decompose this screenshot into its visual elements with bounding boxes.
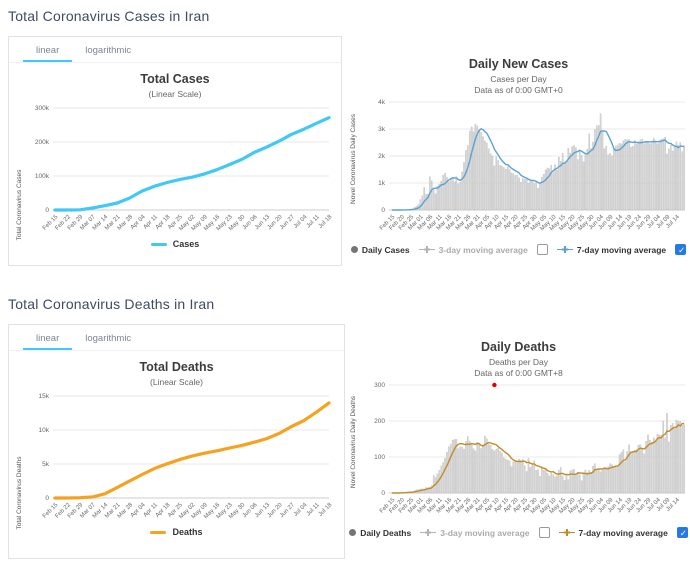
svg-text:300k: 300k xyxy=(35,105,50,112)
chart-title-total-deaths: Total Deaths xyxy=(139,360,214,374)
ma3-marker-icon xyxy=(420,529,437,537)
daily-cases-dot-icon xyxy=(350,246,358,254)
svg-text:0: 0 xyxy=(45,495,49,502)
legend-label-ma7-cases: 7-day moving average xyxy=(576,244,667,255)
svg-text:200k: 200k xyxy=(35,139,50,146)
chart-title-daily-deaths: Daily Deaths xyxy=(480,340,557,354)
ma7-checkbox-deaths[interactable] xyxy=(676,527,689,539)
cases-line-marker-icon xyxy=(150,242,167,246)
daily-deaths-chart: Daily Deaths Deaths per Day Data as of 0… xyxy=(347,340,690,539)
total-cases-panel: linear logarithmic Total Cases (Linear S… xyxy=(8,36,342,266)
daily-new-cases-chart: Daily New Cases Cases per Day Data as of… xyxy=(347,57,690,256)
tab-linear-cases[interactable]: linear xyxy=(23,41,73,62)
svg-text:15k: 15k xyxy=(39,393,50,400)
daily-deaths-dot-icon xyxy=(349,529,357,537)
tab-logarithmic-cases[interactable]: logarithmic xyxy=(85,45,132,56)
svg-text:5k: 5k xyxy=(42,461,50,468)
chart-subtitle-daily-deaths-1: Deaths per Day xyxy=(488,357,549,367)
svg-text:Jul 18: Jul 18 xyxy=(318,214,334,230)
svg-text:100: 100 xyxy=(374,454,385,461)
svg-text:Jun 27: Jun 27 xyxy=(279,502,296,519)
chart-title-total-cases: Total Cases xyxy=(140,72,210,86)
svg-text:0: 0 xyxy=(381,490,385,497)
svg-text:0: 0 xyxy=(45,207,49,214)
legend-label-daily-cases: Daily Cases xyxy=(361,244,410,255)
legend-label-deaths: Deaths xyxy=(172,527,203,538)
chart-subtitle-total-cases: (Linear Scale) xyxy=(148,89,202,99)
chart-subtitle-total-deaths: (Linear Scale) xyxy=(150,377,203,387)
section-title-cases: Total Coronavirus Cases in Iran xyxy=(8,8,210,24)
tab-linear-deaths[interactable]: linear xyxy=(23,329,73,350)
ma3-marker-icon xyxy=(418,246,435,254)
legend-total-cases[interactable]: Cases xyxy=(9,239,341,249)
svg-text:1k: 1k xyxy=(378,180,386,187)
chart-title-daily-cases: Daily New Cases xyxy=(468,57,569,71)
ma7-marker-icon xyxy=(556,246,573,254)
ma7-checkbox-cases[interactable] xyxy=(675,244,687,256)
legend-label-daily-deaths: Daily Deaths xyxy=(360,527,412,538)
total-deaths-panel: linear logarithmic Total Deaths (Linear … xyxy=(8,324,345,559)
legend-label-cases: Cases xyxy=(172,239,200,250)
svg-text:100k: 100k xyxy=(35,173,50,180)
legend-item-ma7-deaths[interactable]: 7-day moving average xyxy=(558,527,668,538)
chart-subtitle-daily-deaths-2: Data as of 0:00 GMT+8 xyxy=(474,368,563,379)
legend-label-ma7-deaths: 7-day moving average xyxy=(578,527,668,538)
svg-text:10k: 10k xyxy=(39,427,50,434)
legend-item-daily-deaths[interactable]: Daily Deaths xyxy=(349,528,411,538)
legend-total-deaths[interactable]: Deaths xyxy=(9,527,344,537)
ma7-marker-icon xyxy=(558,529,575,537)
svg-text:0: 0 xyxy=(381,207,385,214)
legend-label-ma3-cases: 3-day moving average xyxy=(438,244,528,255)
svg-text:200: 200 xyxy=(374,418,385,425)
svg-text:Jul 18: Jul 18 xyxy=(318,502,334,518)
scale-tabs-deaths: linear logarithmic xyxy=(9,325,344,351)
svg-text:3k: 3k xyxy=(378,126,386,133)
tab-logarithmic-deaths[interactable]: logarithmic xyxy=(85,333,132,344)
svg-text:300: 300 xyxy=(374,382,385,389)
svg-text:Jun 27: Jun 27 xyxy=(279,214,296,231)
legend-item-ma7-cases[interactable]: 7-day moving average xyxy=(556,244,667,255)
legend-item-ma3-deaths[interactable]: 3-day moving average xyxy=(420,527,530,538)
deaths-line-marker-icon xyxy=(150,530,167,534)
legend-label-ma3-deaths: 3-day moving average xyxy=(440,527,530,538)
legend-item-daily-cases[interactable]: Daily Cases xyxy=(350,244,410,255)
legend-item-ma3-cases[interactable]: 3-day moving average xyxy=(418,244,528,255)
chart-subtitle-daily-cases-2: Data as of 0:00 GMT+0 xyxy=(474,85,563,96)
scale-tabs-cases: linear logarithmic xyxy=(9,37,341,63)
ma3-checkbox-deaths[interactable] xyxy=(538,527,550,539)
section-title-deaths: Total Coronavirus Deaths in Iran xyxy=(8,296,215,312)
ma3-checkbox-cases[interactable] xyxy=(536,244,548,256)
svg-text:2k: 2k xyxy=(378,153,386,160)
chart-subtitle-daily-cases-1: Cases per Day xyxy=(490,74,547,84)
svg-text:4k: 4k xyxy=(378,99,386,106)
